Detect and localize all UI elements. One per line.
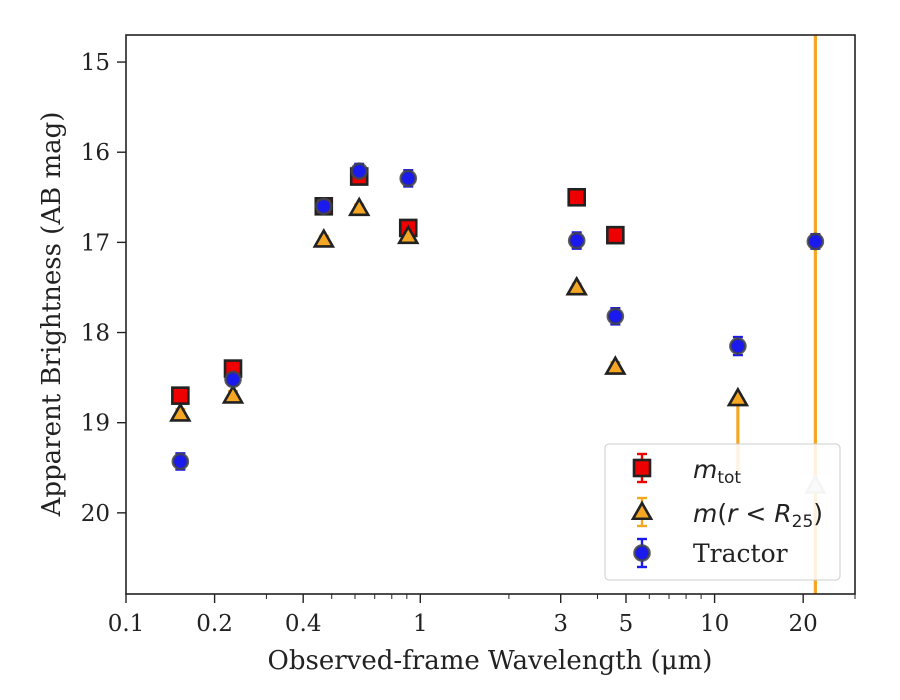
y-tick-label-1: 16 [81, 140, 110, 166]
point-mr25-6 [604, 355, 627, 375]
point-mr25-2 [312, 228, 336, 248]
y-tick-label-4: 19 [81, 411, 110, 437]
point-tractor-0 [171, 452, 190, 471]
point-tractor-8 [806, 232, 825, 251]
x-tick-label-5: 5 [619, 611, 634, 637]
legend: mtot m(r < R25) Tractor [604, 443, 841, 581]
x-tick-label-3: 1 [413, 611, 428, 637]
point-tractor-5 [567, 231, 586, 250]
y-tick-label-2: 17 [81, 230, 110, 256]
x-tick-label-1: 0.2 [196, 611, 233, 637]
point-mtot-5 [567, 187, 587, 207]
data-points [169, 162, 827, 494]
legend-label-tractor: Tractor [693, 539, 788, 568]
legend-marker-mtot [632, 458, 652, 478]
point-mr25-7 [726, 386, 750, 407]
point-tractor-2 [314, 197, 333, 216]
y-tick-label-3: 18 [81, 321, 110, 347]
legend-label-mtot: mtot [693, 455, 741, 488]
legend-marker-tractor [633, 544, 651, 562]
point-mtot-0 [171, 386, 190, 405]
x-tick-label-4: 3 [553, 611, 568, 637]
x-tick-label-2: 0.4 [285, 611, 322, 637]
y-axis-label: Apparent Brightness (AB mag) [37, 112, 67, 518]
point-mr25-1 [221, 384, 245, 404]
x-tick-label-6: 10 [700, 611, 729, 637]
point-mr25-5 [565, 275, 588, 296]
y-axis-ticks: 15 16 17 18 19 20 [81, 50, 126, 527]
y-tick-label-5: 20 [81, 501, 110, 527]
legend-markers [630, 452, 654, 569]
point-mtot-6 [606, 225, 625, 245]
point-tractor-3 [350, 162, 368, 180]
point-mr25-4 [396, 224, 420, 245]
x-tick-label-7: 20 [789, 611, 818, 637]
y-tick-label-0: 15 [81, 50, 110, 76]
point-mr25-3 [347, 196, 371, 217]
point-tractor-6 [606, 307, 625, 326]
point-tractor-1 [224, 370, 242, 389]
x-axis-ticks: 0.1 0.2 0.4 1 3 5 10 20 [108, 594, 856, 637]
point-tractor-4 [399, 169, 418, 188]
plot-frame [125, 34, 856, 595]
legend-box [604, 443, 841, 581]
point-tractor-7 [729, 337, 747, 355]
x-tick-label-0: 0.1 [108, 611, 145, 637]
point-mr25-0 [169, 402, 192, 422]
legend-marker-mr25 [630, 500, 654, 521]
x-axis-label: Observed-frame Wavelength (μm) [268, 646, 713, 676]
legend-label-mr25: m(r < R25) [693, 499, 823, 532]
